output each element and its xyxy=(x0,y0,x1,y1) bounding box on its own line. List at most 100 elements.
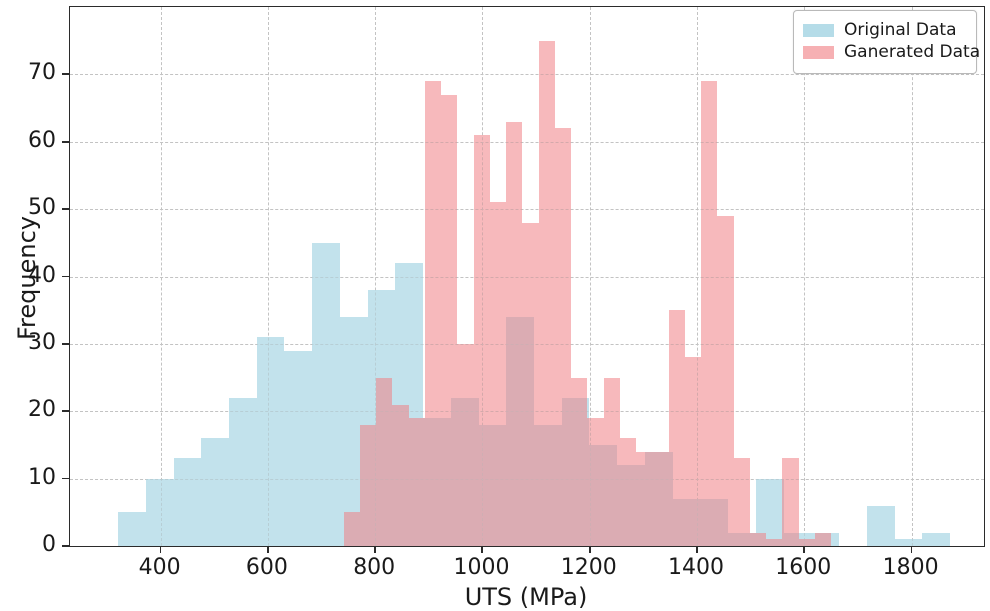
y-gridline xyxy=(70,411,984,413)
x-gridline xyxy=(911,7,913,546)
x-tick-mark xyxy=(803,547,806,553)
hist-bar-original xyxy=(312,242,340,546)
hist-bar-generated xyxy=(636,451,653,546)
x-tick-label: 600 xyxy=(245,555,288,580)
hist-bar-original xyxy=(284,350,313,546)
legend-label: Ganerated Data xyxy=(844,42,981,62)
hist-bar-generated xyxy=(701,81,718,546)
y-gridline xyxy=(70,74,984,76)
x-axis-label: UTS (MPa) xyxy=(464,583,588,611)
hist-bar-original xyxy=(201,438,229,546)
hist-bar-generated xyxy=(587,417,604,546)
legend-item: Ganerated Data xyxy=(803,43,980,62)
hist-bar-generated xyxy=(766,539,783,546)
x-gridline xyxy=(160,7,162,546)
y-tick-label: 10 xyxy=(28,464,56,490)
y-gridline xyxy=(70,141,984,143)
hist-bar-generated xyxy=(359,424,377,546)
legend-swatch-icon xyxy=(803,46,834,59)
y-gridline xyxy=(70,276,984,278)
x-tick-label: 1200 xyxy=(560,555,617,580)
x-tick-mark xyxy=(588,547,591,553)
legend: Original Data Ganerated Data xyxy=(793,10,980,74)
hist-bar-generated xyxy=(571,377,588,546)
y-tick-label: 50 xyxy=(28,195,56,221)
y-tick-label: 30 xyxy=(28,329,56,355)
x-tick-mark xyxy=(266,547,269,553)
hist-bar-generated xyxy=(408,417,425,546)
y-gridline xyxy=(70,74,984,76)
x-gridline xyxy=(804,7,806,546)
hist-bar-generated xyxy=(554,128,572,546)
y-gridline xyxy=(70,141,984,143)
hist-bar-generated xyxy=(376,377,393,546)
hist-bar-generated xyxy=(733,458,750,546)
x-gridline xyxy=(267,7,269,546)
x-gridline xyxy=(804,7,806,546)
hist-bar-generated xyxy=(684,357,702,546)
x-tick-label: 1400 xyxy=(668,555,725,580)
hist-bar-generated xyxy=(538,40,555,546)
x-gridline xyxy=(589,7,591,546)
hist-bar-original xyxy=(173,458,202,546)
x-gridline xyxy=(911,7,913,546)
hist-bar-generated xyxy=(749,532,767,546)
hist-bar-generated xyxy=(506,121,523,546)
x-tick-mark xyxy=(374,547,376,553)
hist-bar-generated xyxy=(522,222,539,546)
hist-bar-generated xyxy=(489,202,507,546)
plot-area xyxy=(69,6,985,547)
x-gridline xyxy=(375,7,377,546)
y-tick-mark xyxy=(62,140,69,143)
legend-item: Original Data xyxy=(803,21,966,40)
x-gridline xyxy=(697,7,699,546)
y-tick-mark xyxy=(62,477,69,480)
x-tick-mark xyxy=(159,547,162,553)
x-tick-mark xyxy=(910,547,913,553)
hist-bar-generated xyxy=(457,343,474,546)
y-tick-label: 20 xyxy=(28,397,56,423)
hist-bar-generated xyxy=(473,135,490,546)
hist-bar-generated xyxy=(619,438,637,546)
hist-bar-generated xyxy=(392,404,409,546)
y-tick-label: 70 xyxy=(28,60,56,86)
hist-bar-generated xyxy=(603,377,620,546)
y-tick-mark xyxy=(62,410,69,413)
y-tick-mark xyxy=(62,73,69,76)
x-gridline xyxy=(267,7,269,546)
x-gridline xyxy=(160,7,162,546)
hist-bar-generated xyxy=(424,81,442,546)
hist-bar-generated xyxy=(798,539,815,546)
y-gridline xyxy=(70,209,984,211)
hist-bar-original xyxy=(256,337,285,546)
hist-bar-original xyxy=(118,512,146,546)
hist-bar-generated xyxy=(814,532,832,546)
hist-bar-generated xyxy=(441,94,458,546)
x-tick-label: 1800 xyxy=(882,555,939,580)
hist-bar-original xyxy=(894,539,923,546)
x-tick-mark xyxy=(696,547,698,553)
x-gridline xyxy=(697,7,699,546)
x-tick-label: 800 xyxy=(353,555,396,580)
y-gridline xyxy=(70,478,984,480)
legend-label: Original Data xyxy=(844,20,957,40)
y-gridline xyxy=(70,209,984,211)
y-axis-label: Frequency xyxy=(13,216,41,340)
y-tick-label: 40 xyxy=(28,262,56,288)
hist-bar-original xyxy=(145,478,174,546)
hist-bar-generated xyxy=(668,310,685,546)
x-tick-label: 1000 xyxy=(453,555,510,580)
y-tick-label: 60 xyxy=(28,127,56,153)
y-tick-mark xyxy=(62,275,69,278)
x-tick-mark xyxy=(481,547,484,553)
x-gridline xyxy=(482,7,484,546)
legend-swatch-icon xyxy=(803,24,834,37)
hist-bar-generated xyxy=(717,215,734,546)
y-tick-mark xyxy=(62,545,69,547)
hist-bar-generated xyxy=(652,451,669,546)
y-tick-label: 0 xyxy=(42,532,56,557)
hist-bar-original xyxy=(922,532,950,546)
y-tick-mark xyxy=(62,342,69,345)
hist-bar-generated xyxy=(343,512,360,546)
